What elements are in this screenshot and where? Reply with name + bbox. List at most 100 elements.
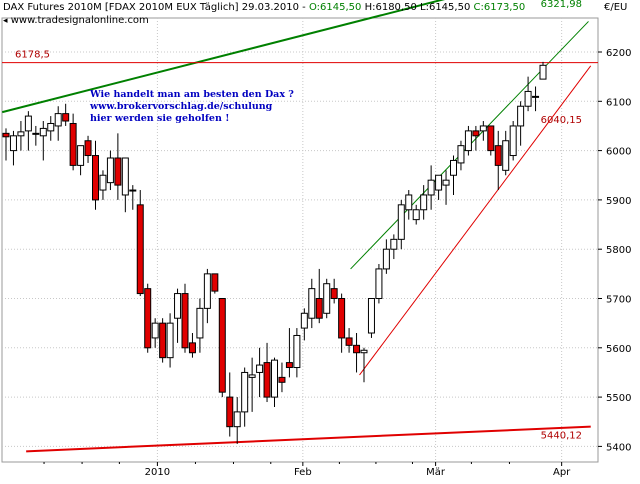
candle-body-down <box>315 298 323 319</box>
candle-body-down <box>353 344 361 354</box>
candle-body-down <box>285 362 293 369</box>
candle-body-down <box>188 342 196 354</box>
candle-body-down <box>263 362 271 398</box>
candle-body-up <box>241 371 249 413</box>
candle-body-down <box>218 298 226 393</box>
y-tick-label: 6000 <box>606 147 631 158</box>
candle-body-up <box>479 125 487 132</box>
open-value: O:6145,50 <box>308 2 362 13</box>
candle-body-down <box>114 157 122 186</box>
candle-body-up <box>502 140 510 171</box>
candle-body-up <box>412 209 420 221</box>
candle-body-down <box>144 288 152 349</box>
candle-body-up <box>382 248 390 270</box>
candle-body-down <box>345 337 353 346</box>
candle-body-down <box>62 113 70 122</box>
y-tick-label: 5900 <box>606 196 631 207</box>
candle-body-up <box>293 334 301 369</box>
y-tick-label: 5800 <box>606 245 631 256</box>
source-icon: ◂ <box>3 16 8 26</box>
candle-body-up <box>457 145 465 164</box>
low-value: L:6145,50 <box>420 2 471 13</box>
candle-body-down <box>84 140 92 157</box>
candle-body-up <box>509 125 517 157</box>
y-tick-label: 5600 <box>606 344 631 355</box>
candle-body-up <box>397 204 405 240</box>
candle-body-up <box>450 159 457 176</box>
chart-header: DAX Futures 2010M [FDAX 2010M EUX Täglic… <box>3 2 525 13</box>
candle-body-down <box>92 155 99 201</box>
candle-body-up <box>174 293 182 319</box>
x-tick-label: Apr <box>553 467 571 478</box>
candle-body-up <box>151 322 159 339</box>
candle-body-up <box>517 105 525 127</box>
candle-body-up <box>99 174 107 191</box>
candle-body-down <box>487 125 495 152</box>
candle-body-down <box>226 396 234 428</box>
candle-body-up <box>106 157 114 184</box>
candle-body-up <box>32 132 40 135</box>
candle-body-up <box>233 411 241 428</box>
candle-body-down <box>338 298 346 339</box>
close-value: C:6173,50 <box>473 2 526 13</box>
instrument-label: DAX Futures 2010M [FDAX 2010M EUX Täglic… <box>3 2 309 13</box>
x-tick-label: 2010 <box>145 467 170 478</box>
candle-body-up <box>271 359 278 398</box>
candle-body-up <box>54 113 62 127</box>
channel-low-value-label: 6040,15 <box>541 115 582 126</box>
top-value-label: 6321,98 <box>541 0 582 10</box>
y-tick-label: 5400 <box>606 442 631 453</box>
candle-body-up <box>39 127 47 137</box>
candle-body-up <box>17 131 25 137</box>
candle-body-up <box>166 322 174 359</box>
candle-body-down <box>211 273 219 292</box>
candle-body-up <box>196 307 204 339</box>
y-tick-label: 5500 <box>606 393 631 404</box>
candle-body-down <box>181 293 189 349</box>
candle-body-up <box>375 268 383 300</box>
y-tick-label: 5700 <box>606 295 631 306</box>
source-line: ◂ www.tradesignalonline.com <box>3 15 149 26</box>
candle-body-up <box>308 288 316 319</box>
candle-body-up <box>435 174 443 191</box>
candle-body-down <box>472 130 480 137</box>
annotation-line-3: hier werden sie geholfen ! <box>90 113 230 124</box>
candle-body-up <box>524 90 532 107</box>
annotation-text: Wie handelt man am besten den Dax ? www.… <box>90 89 294 125</box>
candle-body-up <box>464 130 472 152</box>
currency-label: €/EU <box>604 2 628 13</box>
annotation-line-2: www.brokervorschlag.de/schulung <box>90 101 273 112</box>
annotation-line-1: Wie handelt man am besten den Dax ? <box>90 89 294 100</box>
candle-body-up <box>256 364 264 373</box>
candle-body-up <box>47 122 55 132</box>
candle-body-down <box>278 376 286 383</box>
candle-body-up <box>405 194 413 211</box>
candle-body-up <box>539 64 547 80</box>
candle-body-up <box>427 179 435 196</box>
candle-body-up <box>390 238 398 250</box>
rising-channel-lower-line <box>359 65 592 376</box>
candle-body-down <box>159 322 167 359</box>
candle-body-down <box>2 132 10 138</box>
high-value: H:6180,50 <box>364 2 417 13</box>
candle-body-up <box>442 179 450 186</box>
candle-body-down <box>69 122 77 166</box>
source-label: www.tradesignalonline.com <box>10 15 149 26</box>
candle-body-up <box>9 135 17 152</box>
long-green-trendline <box>2 0 446 114</box>
candle-body-up <box>420 194 428 211</box>
candle-body-up <box>300 312 308 329</box>
candle-body-up <box>77 145 85 166</box>
candle-body-up <box>129 189 137 192</box>
resistance-value-label: 6178,5 <box>15 50 50 61</box>
candle-body-down <box>330 288 338 300</box>
candle-body-up <box>367 298 375 334</box>
support-value-label: 5440,12 <box>541 431 582 442</box>
candle-body-down <box>136 204 144 295</box>
support-trendline <box>26 425 591 453</box>
candle-body-up <box>360 349 368 354</box>
candle-body-down <box>494 145 502 166</box>
y-tick-label: 6200 <box>606 48 631 59</box>
